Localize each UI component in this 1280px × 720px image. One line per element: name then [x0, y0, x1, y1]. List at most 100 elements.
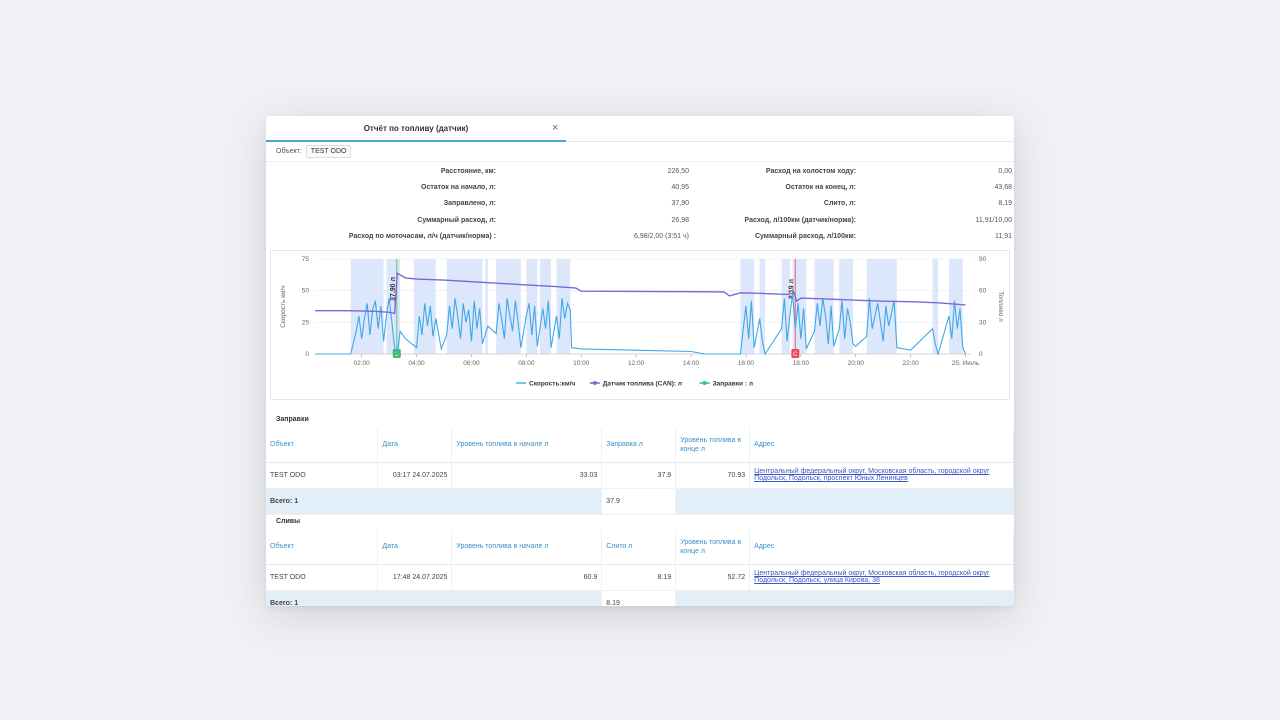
summary-value: 226,50	[667, 168, 689, 175]
column-header[interactable]: Адрес	[749, 428, 1014, 463]
cell-date: 03:17 24.07.2025	[377, 462, 453, 489]
cell-start-level: 33.03	[451, 462, 603, 489]
summary-value: 43,68	[994, 184, 1012, 191]
motion-band	[446, 259, 483, 354]
column-header[interactable]: Заправка л	[601, 428, 677, 463]
summary-label: Расход, л/100км (датчик/норма):	[744, 217, 856, 224]
column-header[interactable]: Дата	[377, 530, 453, 565]
speed-series-line	[315, 293, 967, 357]
column-header[interactable]: Уровень топлива в начале л	[451, 428, 603, 463]
y-right-tick: 60	[979, 288, 987, 295]
x-tick-label: 16:00	[738, 360, 755, 367]
tab-fuel-report[interactable]: Отчёт по топливу (датчик)	[266, 116, 566, 142]
summary-value: 0,00	[998, 168, 1012, 175]
event-marker-glyph: З	[395, 352, 399, 358]
legend-item: Датчик топлива (CAN): л	[603, 381, 682, 388]
y-right-tick: 0	[979, 351, 983, 358]
x-tick-label: 18:00	[793, 360, 810, 367]
summary-value: 37,90	[671, 200, 689, 207]
report-window: Отчёт по топливу (датчик) × Объект: TEST…	[266, 116, 1014, 606]
motion-band	[540, 259, 552, 354]
summary-label: Расстояние, км:	[440, 168, 496, 175]
table-header-row: Объект Дата Уровень топлива в начале л Запр…	[266, 428, 1014, 463]
event-label: 37.90 л	[390, 277, 397, 301]
address-link[interactable]: Центральный федеральный округ, Московска…	[754, 570, 990, 584]
x-tick-label: 04:00	[408, 360, 425, 367]
summary-label: Остаток на конец, л:	[785, 184, 856, 191]
y-left-tick: 75	[302, 256, 310, 263]
y-right-tick: 30	[979, 319, 987, 326]
cell-drain-amount: 8.19	[601, 564, 677, 591]
drains-table: Объект Дата Уровень топлива в начале л Слит…	[266, 530, 1014, 606]
total-drain-amount: 8.19	[601, 590, 677, 606]
column-header[interactable]: Уровень топлива в конце л	[675, 530, 751, 565]
y-right-axis-label: Топливо л	[997, 291, 1004, 322]
cell-object: TEST ODO	[266, 564, 379, 591]
legend-dot	[592, 381, 597, 385]
summary-label: Остаток на начало, л:	[421, 184, 496, 191]
x-tick-label: 08:00	[518, 360, 535, 367]
cell-address: Центральный федеральный округ, Московска…	[749, 462, 1014, 489]
column-header[interactable]: Уровень топлива в начале л	[451, 530, 603, 565]
motion-band	[759, 259, 766, 354]
y-left-tick: 25	[302, 319, 310, 326]
summary-value: 11,91/10,00	[975, 217, 1012, 224]
x-tick-label: 10:00	[573, 360, 590, 367]
cell-object: TEST ODO	[266, 462, 379, 489]
motion-band	[932, 259, 939, 354]
table-row[interactable]: TEST ODO 03:17 24.07.2025 33.03 37.9 70.93 Це…	[266, 462, 1014, 489]
motion-band	[526, 259, 538, 354]
x-tick-label: 14:00	[683, 360, 700, 367]
x-tick-label: 20:00	[848, 360, 865, 367]
cell-address: Центральный федеральный округ, Московска…	[749, 564, 1014, 591]
event-label: 8.19 л	[788, 279, 795, 299]
cell-end-level: 70.93	[675, 462, 751, 489]
refuels-title: Заправки	[276, 416, 309, 423]
motion-band	[792, 259, 807, 354]
y-left-tick: 50	[302, 288, 310, 295]
address-link[interactable]: Центральный федеральный округ, Московска…	[754, 468, 990, 482]
close-icon[interactable]: ×	[552, 122, 559, 134]
legend-item: Заправки : л	[713, 381, 753, 388]
total-label: Всего: 1	[266, 488, 603, 515]
cell-refuel-amount: 37.9	[601, 462, 677, 489]
cell-end-level: 52.72	[675, 564, 751, 591]
x-tick-label: 02:00	[354, 360, 371, 367]
chart-svg: 0 25 50 75 0 30 60 90 Скорость км/ч Топливо л 02:0…	[280, 256, 1004, 388]
object-chip[interactable]: TEST ODO	[305, 145, 352, 158]
x-tick-label: 12:00	[628, 360, 645, 367]
summary-value: 6,98/2,00 (3:51 ч)	[633, 233, 689, 240]
y-right-tick: 90	[979, 256, 987, 263]
motion-band	[781, 259, 790, 354]
table-row[interactable]: TEST ODO 17:48 24.07.2025 60.9 8.19 52.72 Цен…	[266, 564, 1014, 591]
column-header[interactable]: Дата	[377, 428, 453, 463]
cell-date: 17:48 24.07.2025	[377, 564, 453, 591]
cell-start-level: 60.9	[451, 564, 603, 591]
refuels-table: Объект Дата Уровень топлива в начале л Запр…	[266, 428, 1014, 515]
fuel-series-line	[315, 272, 966, 315]
x-tick-label: 06:00	[463, 360, 480, 367]
column-header[interactable]: Адрес	[749, 530, 1014, 565]
summary-value: 8,19	[998, 200, 1012, 207]
total-label: Всего: 1	[266, 590, 603, 606]
motion-band	[866, 259, 897, 354]
motion-band	[485, 259, 488, 354]
column-header[interactable]: Объект	[266, 428, 379, 463]
column-header[interactable]: Уровень топлива в конце л	[675, 428, 751, 463]
summary-label: Суммарный расход, л/100км:	[754, 233, 856, 240]
column-header[interactable]: Объект	[266, 530, 379, 565]
column-header[interactable]: Слито л	[601, 530, 677, 565]
drains-title: Сливы	[276, 518, 301, 525]
fuel-chart: 0 25 50 75 0 30 60 90 Скорость км/ч Топливо л 02:0…	[270, 250, 1010, 400]
event-marker	[791, 349, 800, 358]
summary-value: 11,91	[995, 233, 1012, 240]
y-left-axis-label: Скорость км/ч	[280, 285, 287, 327]
summary-label: Суммарный расход, л:	[417, 217, 496, 224]
tab-bar: Отчёт по топливу (датчик) ×	[266, 116, 1014, 142]
legend-dot	[702, 381, 707, 385]
summary-value: 40,95	[671, 184, 689, 191]
event-marker-glyph: С	[793, 352, 798, 358]
x-tick-label: 22:00	[902, 360, 919, 367]
summary-value: 26,98	[671, 217, 689, 224]
